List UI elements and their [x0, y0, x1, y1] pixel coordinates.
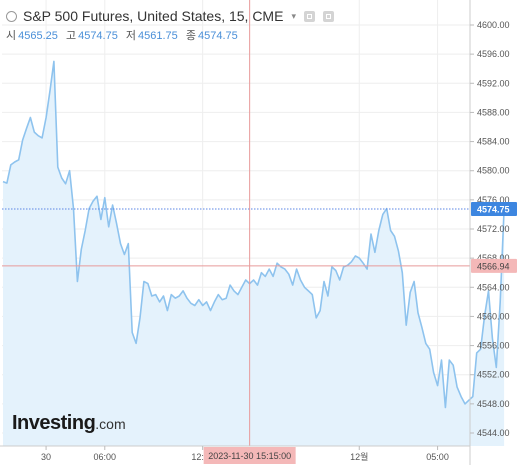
- crosshair-time-label: 2023-11-30 15:15:00: [208, 451, 291, 461]
- close-icon[interactable]: [322, 10, 334, 22]
- close-value: 4574.75: [197, 30, 238, 42]
- last-price-tag: 4574.75: [471, 201, 517, 216]
- open-key: 시: [6, 30, 17, 42]
- y-tick-label: 4576.00: [477, 195, 510, 205]
- investing-logo: Investing.com: [12, 412, 126, 435]
- y-tick-label: 4548.00: [477, 399, 510, 409]
- high-value: 4574.75: [78, 30, 118, 42]
- y-tick-label: 4580.00: [477, 166, 510, 176]
- y-tick-label: 4564.00: [477, 282, 510, 292]
- ohlc-values: 시 4565.25 고 4574.75 저 4561.75 종 4574.75: [6, 27, 334, 43]
- y-tick-label: 4556.00: [477, 341, 510, 351]
- logo-suffix: .com: [95, 416, 126, 432]
- crosshair-time-tag: 2023-11-30 15:15:00: [203, 447, 296, 464]
- settings-icon[interactable]: [303, 10, 315, 22]
- y-tick-label: 4596.00: [477, 49, 510, 59]
- price-area-fill: [3, 61, 505, 447]
- x-tick-label: 12:00: [191, 452, 214, 462]
- x-tick-label: 05:00: [426, 452, 449, 462]
- low-key: 저: [125, 30, 137, 42]
- y-tick-label: 4588.00: [477, 107, 510, 117]
- last-price-label: 4574.75: [477, 204, 510, 214]
- crosshair-price-bg: [471, 258, 517, 273]
- price-series-line: [2, 60, 505, 409]
- crosshair-price-tag: 4566.94: [471, 258, 517, 273]
- x-tick-label: 12월: [350, 451, 368, 462]
- instrument-title[interactable]: S&P 500 Futures, United States, 15, CME: [23, 8, 284, 24]
- y-tick-label: 4568.00: [477, 253, 510, 263]
- logo-main: Investing: [12, 412, 96, 434]
- chart-header: S&P 500 Futures, United States, 15, CME …: [6, 8, 334, 43]
- x-axis-ticks: 30 06:00 12:00 12월 05:00: [41, 446, 449, 462]
- x-tick-label: 30: [41, 452, 51, 462]
- close-key: 종: [185, 30, 196, 42]
- y-tick-label: 4584.00: [477, 137, 510, 147]
- x-tick-label: 06:00: [94, 452, 117, 462]
- y-tick-label: 4544.00: [477, 428, 510, 438]
- crosshair-price-label: 4566.94: [477, 261, 510, 271]
- dropdown-caret-icon[interactable]: ▾: [291, 10, 296, 21]
- crosshair-time-bg: [203, 447, 296, 464]
- high-key: 고: [65, 30, 77, 42]
- y-tick-label: 4592.00: [477, 78, 510, 88]
- status-dot-icon: [6, 10, 17, 22]
- last-price-tag-bg: [471, 201, 517, 216]
- open-value: 4565.25: [18, 30, 58, 42]
- y-tick-label: 4552.00: [477, 370, 510, 380]
- y-tick-label: 4572.00: [477, 224, 510, 234]
- y-tick-label: 4600.00: [477, 20, 510, 30]
- low-value: 4561.75: [138, 30, 178, 42]
- y-axis-ticks: 4544.00 4548.00 4552.00 4556.00 4560.00 4564.…: [470, 20, 510, 438]
- y-tick-label: 4560.00: [477, 311, 510, 321]
